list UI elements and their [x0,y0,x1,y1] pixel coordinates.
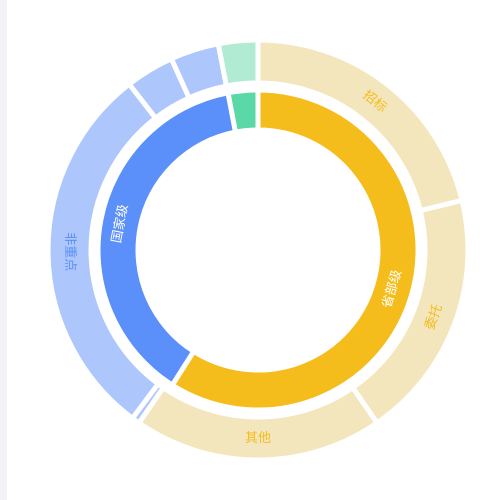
inner-slice-label-2: 国家级 [108,203,131,244]
inner-slice-2[interactable] [95,90,239,388]
outer-slice-8[interactable] [215,37,261,89]
left-edge-strip [0,0,7,500]
inner-ring [95,87,421,413]
outer-slice-label-5: 非重点 [62,232,78,271]
inner-slice-1[interactable] [169,87,421,413]
outer-slice-label-3: 其他 [245,431,271,446]
outer-ring [45,37,471,463]
inner-slice-3[interactable] [225,87,261,135]
